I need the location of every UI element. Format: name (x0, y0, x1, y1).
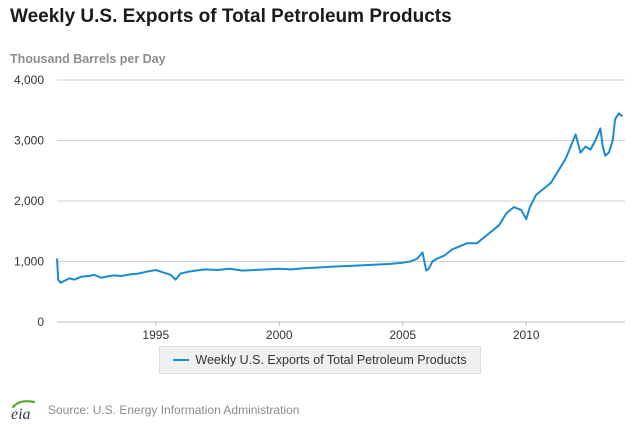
y-tick-label: 0 (37, 315, 44, 329)
legend-label: Weekly U.S. Exports of Total Petroleum P… (195, 353, 467, 367)
y-tick-label: 3,000 (14, 134, 44, 148)
x-tick-label: 1995 (142, 328, 169, 342)
source-note: Source: U.S. Energy Information Administ… (48, 403, 300, 417)
y-axis-label: Thousand Barrels per Day (10, 52, 166, 66)
x-tick-label: 2005 (389, 328, 416, 342)
footer: eia Source: U.S. Energy Information Admi… (10, 398, 299, 422)
legend-swatch (173, 359, 190, 361)
legend[interactable]: Weekly U.S. Exports of Total Petroleum P… (159, 346, 481, 374)
eia-logo: eia (11, 400, 36, 422)
y-tick-label: 4,000 (14, 73, 44, 87)
x-tick-label: 2000 (266, 328, 293, 342)
chart-title: Weekly U.S. Exports of Total Petroleum P… (10, 6, 452, 27)
y-tick-label: 2,000 (14, 194, 44, 208)
series-line-0 (56, 112, 624, 284)
logo-text: eia (11, 406, 31, 422)
y-tick-label: 1,000 (14, 255, 44, 269)
x-tick-label: 2010 (513, 328, 540, 342)
